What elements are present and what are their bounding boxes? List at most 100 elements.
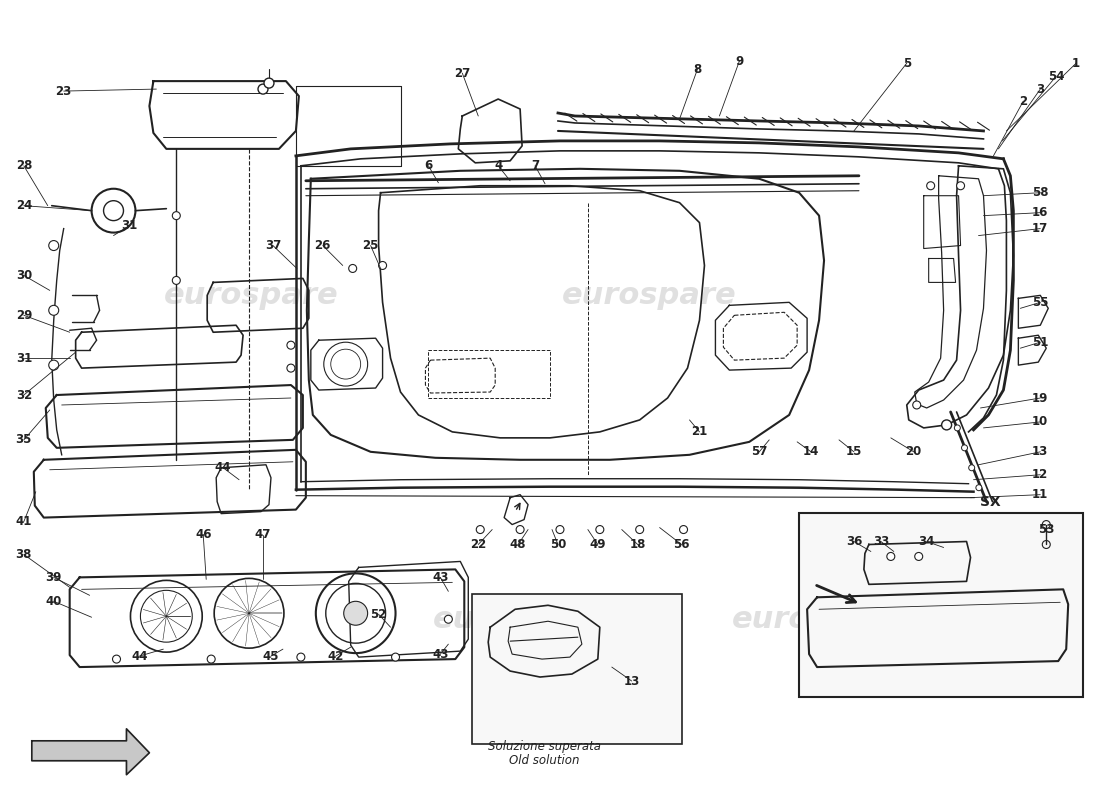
Text: 43: 43 <box>432 648 449 661</box>
Text: 19: 19 <box>1032 391 1048 405</box>
Bar <box>472 594 682 744</box>
Text: 22: 22 <box>470 538 486 551</box>
Circle shape <box>173 212 180 220</box>
Text: 17: 17 <box>1032 222 1048 235</box>
Circle shape <box>942 420 952 430</box>
Text: 56: 56 <box>673 538 690 551</box>
Text: 3: 3 <box>1036 82 1044 95</box>
Text: eurospare: eurospare <box>164 281 339 310</box>
Text: 24: 24 <box>15 199 32 212</box>
Text: 13: 13 <box>1032 446 1048 458</box>
Circle shape <box>48 241 58 250</box>
Text: 26: 26 <box>315 239 331 252</box>
Circle shape <box>476 526 484 534</box>
Bar <box>428 350 550 398</box>
Text: 41: 41 <box>15 515 32 528</box>
Circle shape <box>287 364 295 372</box>
Text: 28: 28 <box>15 159 32 172</box>
Text: 45: 45 <box>263 650 279 662</box>
Text: 10: 10 <box>1032 415 1048 429</box>
Text: 32: 32 <box>15 389 32 402</box>
Text: 46: 46 <box>195 528 211 541</box>
Text: 11: 11 <box>1032 488 1048 501</box>
Circle shape <box>343 602 367 626</box>
Text: 12: 12 <box>1032 468 1048 482</box>
Text: 48: 48 <box>510 538 527 551</box>
Text: 54: 54 <box>1048 70 1065 82</box>
Text: 8: 8 <box>693 62 702 76</box>
Text: 36: 36 <box>846 535 862 548</box>
Circle shape <box>112 655 121 663</box>
Polygon shape <box>32 729 150 774</box>
Text: 47: 47 <box>255 528 272 541</box>
Circle shape <box>915 553 923 561</box>
Text: 35: 35 <box>15 434 32 446</box>
Text: 51: 51 <box>1032 336 1048 349</box>
Text: eurospare: eurospare <box>732 605 906 634</box>
Text: 4: 4 <box>494 159 503 172</box>
Circle shape <box>173 277 180 285</box>
Text: 58: 58 <box>1032 186 1048 199</box>
Text: 39: 39 <box>45 571 62 584</box>
Text: 50: 50 <box>550 538 566 551</box>
Circle shape <box>680 526 688 534</box>
Text: 29: 29 <box>15 309 32 322</box>
Text: 31: 31 <box>15 352 32 365</box>
Text: 27: 27 <box>454 66 471 80</box>
Text: SX: SX <box>980 494 1001 509</box>
Circle shape <box>955 425 960 431</box>
Circle shape <box>207 655 216 663</box>
Text: Old solution: Old solution <box>509 754 580 767</box>
Text: 16: 16 <box>1032 206 1048 219</box>
Text: 13: 13 <box>624 674 640 687</box>
Text: eurospare: eurospare <box>432 605 607 634</box>
Text: 21: 21 <box>692 426 707 438</box>
Circle shape <box>48 306 58 315</box>
Text: 15: 15 <box>846 446 862 458</box>
Circle shape <box>297 653 305 661</box>
Circle shape <box>556 526 564 534</box>
Circle shape <box>349 265 356 273</box>
Circle shape <box>926 182 935 190</box>
Text: 25: 25 <box>362 239 378 252</box>
Circle shape <box>378 262 386 270</box>
Text: 31: 31 <box>121 219 138 232</box>
Circle shape <box>957 182 965 190</box>
Text: 18: 18 <box>629 538 646 551</box>
Circle shape <box>961 445 968 451</box>
Text: 37: 37 <box>265 239 282 252</box>
Text: 43: 43 <box>432 571 449 584</box>
Circle shape <box>636 526 644 534</box>
Text: 14: 14 <box>803 446 820 458</box>
Text: 40: 40 <box>45 594 62 608</box>
Text: 38: 38 <box>15 548 32 561</box>
Text: 2: 2 <box>1020 94 1027 107</box>
Text: 30: 30 <box>15 269 32 282</box>
Text: 33: 33 <box>872 535 889 548</box>
Text: 57: 57 <box>751 446 768 458</box>
Circle shape <box>392 653 399 661</box>
Text: Soluzione superata: Soluzione superata <box>487 740 601 754</box>
Text: 9: 9 <box>735 54 744 68</box>
Text: 44: 44 <box>131 650 147 662</box>
Circle shape <box>444 615 452 623</box>
Text: 6: 6 <box>425 159 432 172</box>
Text: 42: 42 <box>328 650 344 662</box>
Text: 7: 7 <box>531 159 539 172</box>
Text: eurospare: eurospare <box>562 281 737 310</box>
Circle shape <box>976 485 982 490</box>
Circle shape <box>258 84 268 94</box>
Circle shape <box>913 401 921 409</box>
Circle shape <box>264 78 274 88</box>
Text: 53: 53 <box>1038 523 1055 536</box>
Circle shape <box>969 465 975 470</box>
Bar <box>799 513 1084 697</box>
Text: 52: 52 <box>371 608 387 621</box>
Circle shape <box>516 526 524 534</box>
Text: 1: 1 <box>1072 57 1080 70</box>
Circle shape <box>596 526 604 534</box>
Circle shape <box>287 342 295 349</box>
Text: 55: 55 <box>1032 296 1048 309</box>
Text: 34: 34 <box>918 535 935 548</box>
Text: 49: 49 <box>590 538 606 551</box>
